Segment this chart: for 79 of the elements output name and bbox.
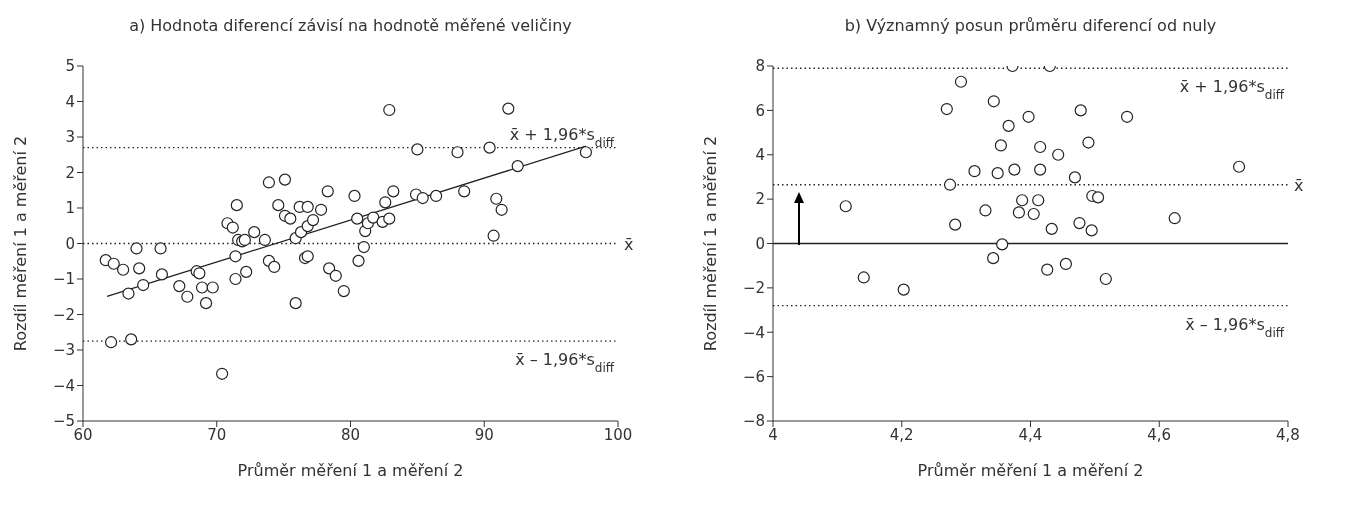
point [1074,104,1087,117]
point [1082,136,1095,149]
y-tick-label: 6 [755,101,765,120]
point [943,178,957,191]
point [1068,171,1082,184]
y-tick-label: 1 [65,199,75,218]
point [996,238,1009,251]
point [1016,194,1029,207]
x-tick-label: 4,8 [1276,425,1300,444]
ref-line-label: x̄ + 1,96*s$_{diff}$ [509,124,615,150]
point [1034,140,1047,154]
y-tick-label: −5 [52,412,75,431]
ref-line-label: x̄ – 1,96*s$_{diff}$ [1185,314,1285,340]
x-tick-label: 4,2 [889,425,914,444]
point [1059,257,1073,271]
x-tick-label: 4,6 [1147,425,1172,444]
x-axis-title: Průměr měření 1 a měření 2 [237,461,464,480]
y-tick-label: 8 [755,57,765,76]
point [968,165,981,178]
ref-line-label: x̄ [624,234,634,254]
y-tick-label: −3 [52,341,75,360]
y-tick-label: −1 [52,270,75,289]
ref-line-label: x̄ – 1,96*s$_{diff}$ [515,350,615,376]
x-tick-label: 4 [768,425,778,444]
y-tick-label: 4 [755,146,765,165]
point [1232,160,1246,173]
point [1012,206,1026,219]
point [994,139,1007,152]
point [1008,163,1021,176]
chart-title: b) Významný posun průměru diferencí od nuly [843,16,1218,37]
point [897,283,910,296]
point [1168,212,1181,225]
point [1099,272,1112,286]
chart-title: a) Hodnota diferencí závisí na hodnotě měřené veličiny [128,16,573,37]
point [1085,224,1098,237]
point [1120,110,1134,123]
point [1034,163,1047,176]
x-tick-label: 4,4 [1018,425,1043,444]
point [1091,191,1105,204]
x-tick-label: 90 [474,425,494,444]
point [949,218,962,231]
y-tick-label: 0 [65,234,75,253]
point [940,102,953,116]
point [1032,194,1045,207]
y-tick-label: 5 [65,57,75,76]
x-tick-label: 100 [603,425,633,444]
y-tick-label: 2 [65,163,75,182]
x-tick-label: 70 [207,425,227,444]
point [1041,263,1054,276]
point [1002,119,1015,133]
ref-line-label: x̄ + 1,96*s$_{diff}$ [1179,77,1285,103]
y-tick-label: 2 [755,190,765,209]
point [1073,216,1086,230]
y-axis-title: Rozdíl měření 1 a měření 2 [10,135,30,352]
y-tick-label: −4 [52,376,75,395]
point [1022,110,1035,123]
y-tick-label: −2 [742,279,765,298]
point [839,200,852,213]
point [1045,222,1058,235]
point [979,204,992,217]
y-tick-label: −6 [742,367,765,386]
point [857,271,870,284]
y-tick-label: 0 [755,234,765,253]
point [954,75,968,88]
y-tick-label: −2 [52,305,75,324]
x-axis-title: Průměr měření 1 a měření 2 [917,461,1144,480]
point [991,167,1004,180]
y-tick-label: 4 [65,92,75,111]
y-tick-label: −8 [742,412,765,431]
x-tick-label: 80 [340,425,361,444]
x-tick-label: 60 [73,425,93,444]
point [987,95,1000,108]
y-tick-label: −4 [742,323,765,342]
point [1052,148,1065,161]
point [987,252,1000,265]
point [1027,207,1040,221]
y-tick-label: 3 [65,128,75,147]
y-axis-title: Rozdíl měření 1 a měření 2 [700,135,720,352]
ref-line-label: x̄ [1294,175,1304,195]
